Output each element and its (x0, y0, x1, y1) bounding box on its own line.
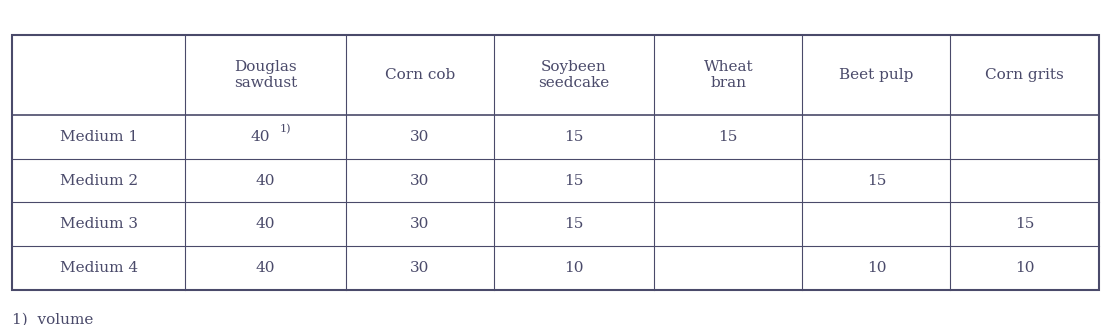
Text: Wheat
bran: Wheat bran (703, 60, 753, 90)
Text: Soybeen
seedcake: Soybeen seedcake (539, 60, 610, 90)
Text: 10: 10 (867, 261, 887, 275)
Text: 15: 15 (564, 217, 583, 231)
Text: 15: 15 (564, 174, 583, 188)
Text: 15: 15 (719, 130, 738, 144)
Text: 15: 15 (867, 174, 887, 188)
Text: 30: 30 (410, 174, 430, 188)
Text: 40: 40 (256, 261, 276, 275)
Text: Corn grits: Corn grits (985, 68, 1064, 82)
Text: 1): 1) (280, 124, 291, 135)
Text: Corn cob: Corn cob (384, 68, 454, 82)
Text: Beet pulp: Beet pulp (839, 68, 913, 82)
Text: Medium 4: Medium 4 (60, 261, 138, 275)
Text: 10: 10 (564, 261, 583, 275)
Text: Medium 2: Medium 2 (60, 174, 138, 188)
Text: 15: 15 (1014, 217, 1034, 231)
Text: 30: 30 (410, 217, 430, 231)
Text: Medium 3: Medium 3 (60, 217, 138, 231)
Text: 30: 30 (410, 261, 430, 275)
Text: 30: 30 (410, 130, 430, 144)
Text: 10: 10 (1014, 261, 1034, 275)
Text: Medium 1: Medium 1 (60, 130, 138, 144)
Text: 1)  volume: 1) volume (12, 313, 93, 325)
Text: Douglas
sawdust: Douglas sawdust (233, 60, 297, 90)
Text: 40: 40 (256, 217, 276, 231)
Text: 40: 40 (250, 130, 270, 144)
Text: 15: 15 (564, 130, 583, 144)
Text: 40: 40 (256, 174, 276, 188)
